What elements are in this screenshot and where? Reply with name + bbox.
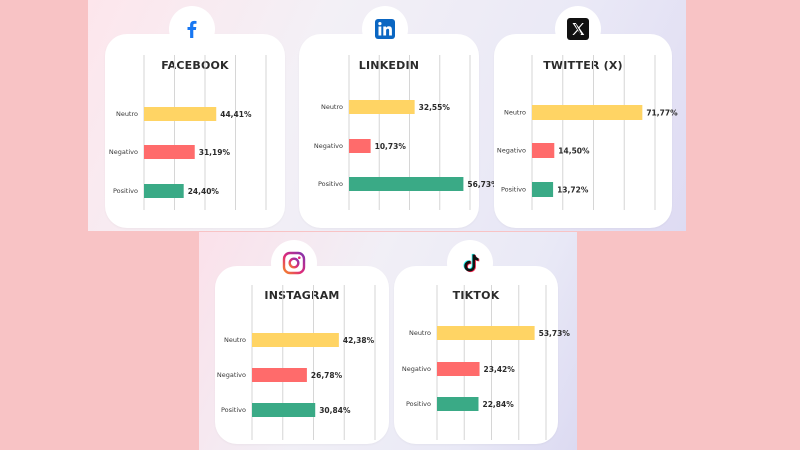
chart-card-twitter-x [494,34,672,228]
x-icon [555,6,601,52]
chart-title: TIKTOK [452,289,500,302]
chart-card-facebook [105,34,285,228]
chart-title: FACEBOOK [161,59,229,72]
facebook-icon [169,6,215,52]
chart-card-tiktok [394,266,558,444]
chart-title: LINKEDIN [358,59,420,72]
chart-title: TWITTER (X) [543,59,623,72]
chart-card-linkedin [299,34,479,228]
tiktok-icon [447,240,493,286]
instagram-icon [271,240,317,286]
chart-title: INSTAGRAM [264,289,340,302]
linkedin-icon [362,6,408,52]
